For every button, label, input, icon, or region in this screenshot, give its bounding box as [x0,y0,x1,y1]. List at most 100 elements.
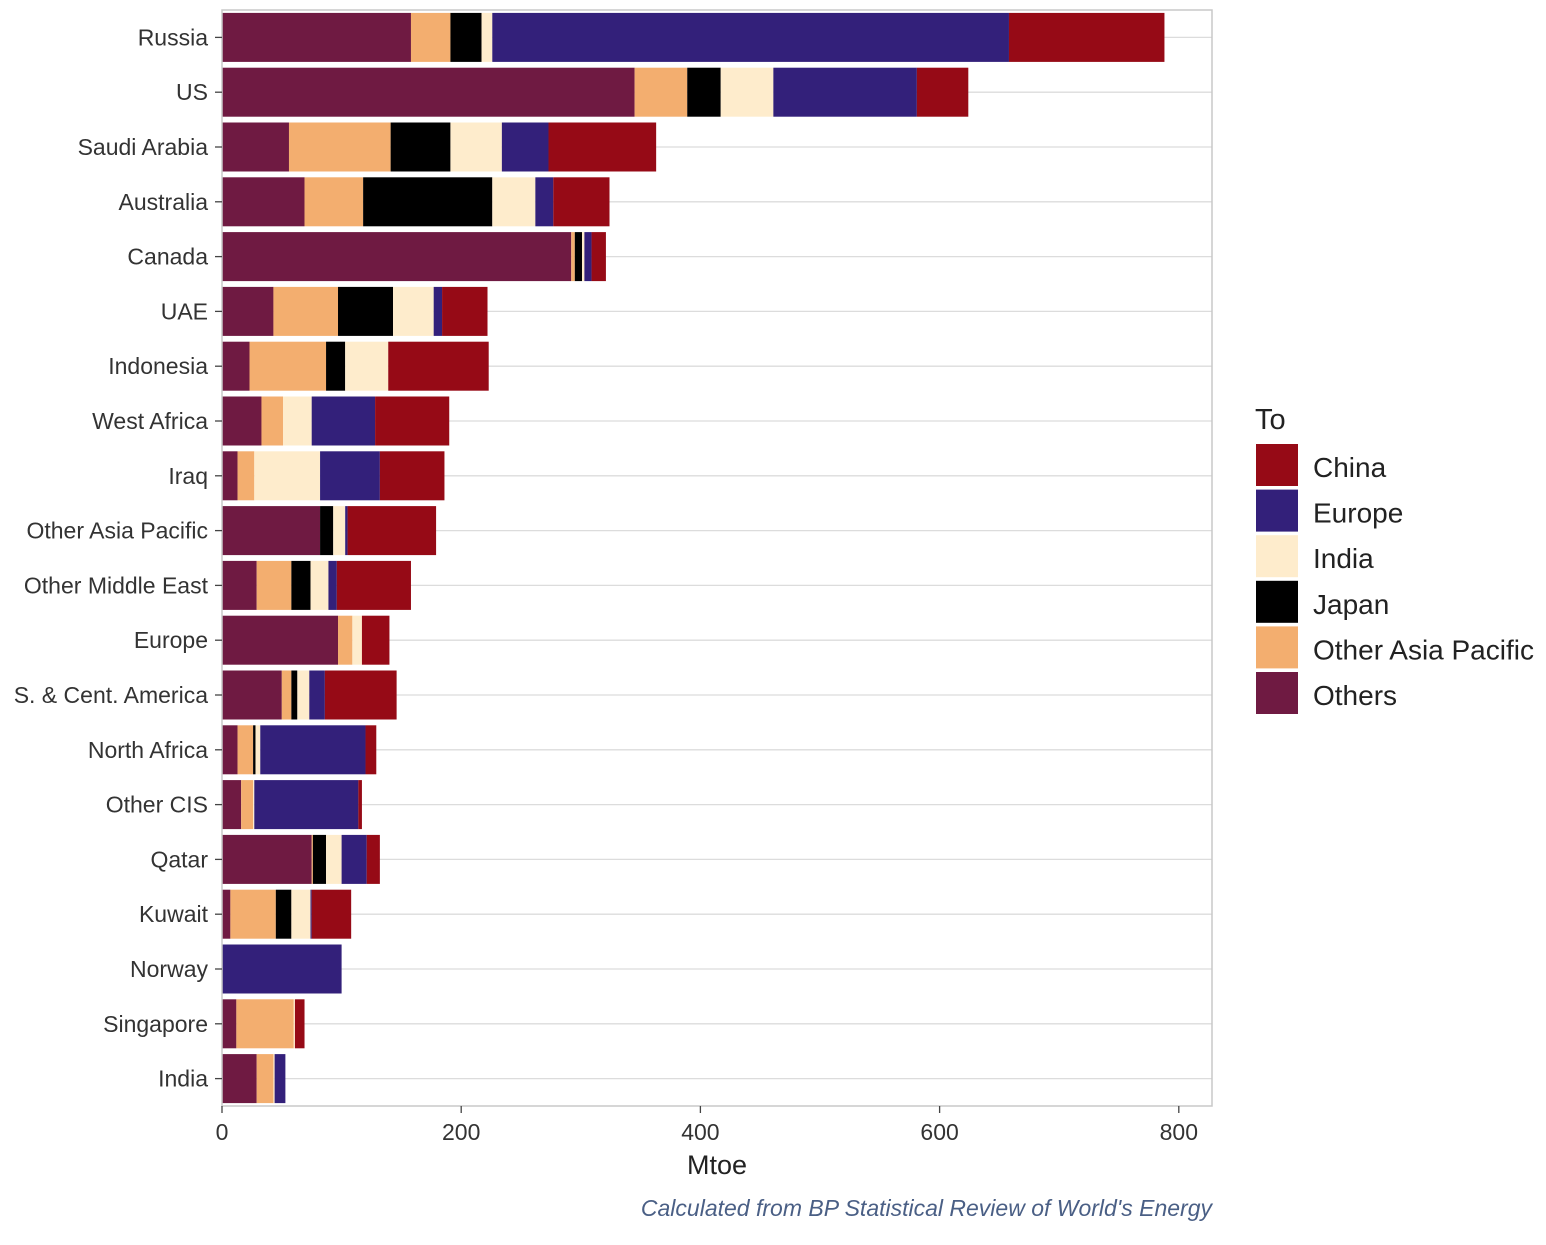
bar-other-asia-pacific-others [222,506,321,556]
bar-other-middle-east-china [336,560,411,610]
legend-key-others [1256,672,1298,714]
bar-us-india [720,67,774,117]
bar-west-africa-china [375,396,450,446]
bar-other-asia-pacific-india [333,506,346,556]
legend-key-europe [1256,489,1298,532]
category-label-other-asia-pacific: Other Asia Pacific [26,518,208,544]
bar-west-africa-others [222,396,262,446]
bar-kuwait-others [222,889,231,939]
x-axis-ticks: 0 200 400 600 800 [216,1106,1198,1145]
bar-kuwait-europe [310,889,312,939]
bars [222,12,1165,1104]
bar-uae-india [393,286,434,336]
legend-key-india [1256,535,1298,578]
bar-australia-china [553,177,610,227]
bar-iraq-others [222,451,238,501]
x-tick-label-800: 800 [1160,1119,1198,1145]
bar-iraq-india [254,451,321,501]
bar-saudi-arabia-india [450,122,502,172]
category-label-qatar: Qatar [150,846,208,872]
bar-russia-japan [450,12,482,62]
bar-india-other-asia-pacific [256,1054,274,1104]
bar-kuwait-india [291,889,311,939]
bar-russia-china [1008,12,1165,62]
bar-europe-india [352,615,362,665]
bar-india-others [222,1054,257,1104]
x-tick-label-400: 400 [681,1119,719,1145]
legend-label-other-asia-pacific: Other Asia Pacific [1313,634,1534,665]
bar-s-cent-america-india [297,670,310,720]
bar-us-other-asia-pacific [634,67,688,117]
bar-iraq-china [379,451,445,501]
bar-canada-other-asia-pacific [571,232,575,282]
legend-key-other-asia-pacific [1256,626,1298,669]
bar-india-india [273,1054,275,1104]
category-label-west-africa: West Africa [92,408,208,434]
category-label-saudi-arabia: Saudi Arabia [78,134,209,160]
bar-canada-others [222,232,572,282]
category-label-uae: UAE [161,298,208,324]
category-label-india: India [158,1066,208,1092]
bar-canada-china [591,232,606,282]
bar-other-cis-europe [254,780,359,830]
legend-key-japan [1256,580,1298,623]
bar-us-europe [773,67,917,117]
bar-australia-japan [363,177,493,227]
x-tick-label-200: 200 [442,1119,480,1145]
bar-saudi-arabia-china [548,122,657,172]
category-label-other-cis: Other CIS [106,792,208,818]
bar-other-cis-china [358,780,362,830]
bar-india-europe [274,1054,286,1104]
bar-qatar-japan [312,834,327,884]
category-label-europe: Europe [134,627,208,653]
x-tick-label-600: 600 [920,1119,958,1145]
bar-canada-japan [574,232,582,282]
plot-panel-background [222,10,1212,1106]
category-label-s-cent-america: S. & Cent. America [14,682,209,708]
bar-qatar-others [222,834,312,884]
bar-north-africa-japan [253,725,256,775]
bar-s-cent-america-europe [309,670,325,720]
category-labels: Russia US Saudi Arabia Australia Canada UAE In… [14,24,222,1092]
bar-russia-india [481,12,493,62]
bar-kuwait-china [311,889,352,939]
bar-other-cis-other-asia-pacific [241,780,254,830]
category-label-russia: Russia [138,24,209,50]
bar-s-cent-america-japan [291,670,298,720]
bar-australia-europe [535,177,554,227]
legend-label-india: India [1313,543,1374,574]
bar-other-middle-east-india [310,560,329,610]
bar-s-cent-america-other-asia-pacific [281,670,292,720]
plot-panel-border [221,9,1213,1107]
bar-indonesia-other-asia-pacific [249,341,327,391]
bar-other-middle-east-others [222,560,257,610]
bar-singapore-others [222,999,237,1049]
category-label-indonesia: Indonesia [108,353,208,379]
bar-other-asia-pacific-china [347,506,437,556]
bar-qatar-china [366,834,380,884]
legend-label-others: Others [1313,680,1397,711]
bar-other-middle-east-europe [328,560,337,610]
bar-us-china [916,67,969,117]
bar-s-cent-america-others [222,670,282,720]
bar-norway-europe [222,944,342,994]
legend-label-europe: Europe [1313,498,1403,529]
bar-saudi-arabia-other-asia-pacific [288,122,391,172]
category-label-australia: Australia [119,189,209,215]
bar-australia-other-asia-pacific [304,177,364,227]
bar-indonesia-china [388,341,489,391]
bar-north-africa-india [255,725,261,775]
bar-australia-others [222,177,305,227]
bar-canada-india [581,232,585,282]
category-label-iraq: Iraq [168,463,208,489]
category-label-other-middle-east: Other Middle East [24,572,209,598]
category-label-north-africa: North Africa [88,737,208,763]
bar-qatar-other-asia-pacific [311,834,313,884]
bar-uae-japan [338,286,394,336]
legend-label-japan: Japan [1313,589,1389,620]
bar-uae-others [222,286,274,336]
bar-uae-china [442,286,488,336]
bar-iraq-other-asia-pacific [237,451,255,501]
